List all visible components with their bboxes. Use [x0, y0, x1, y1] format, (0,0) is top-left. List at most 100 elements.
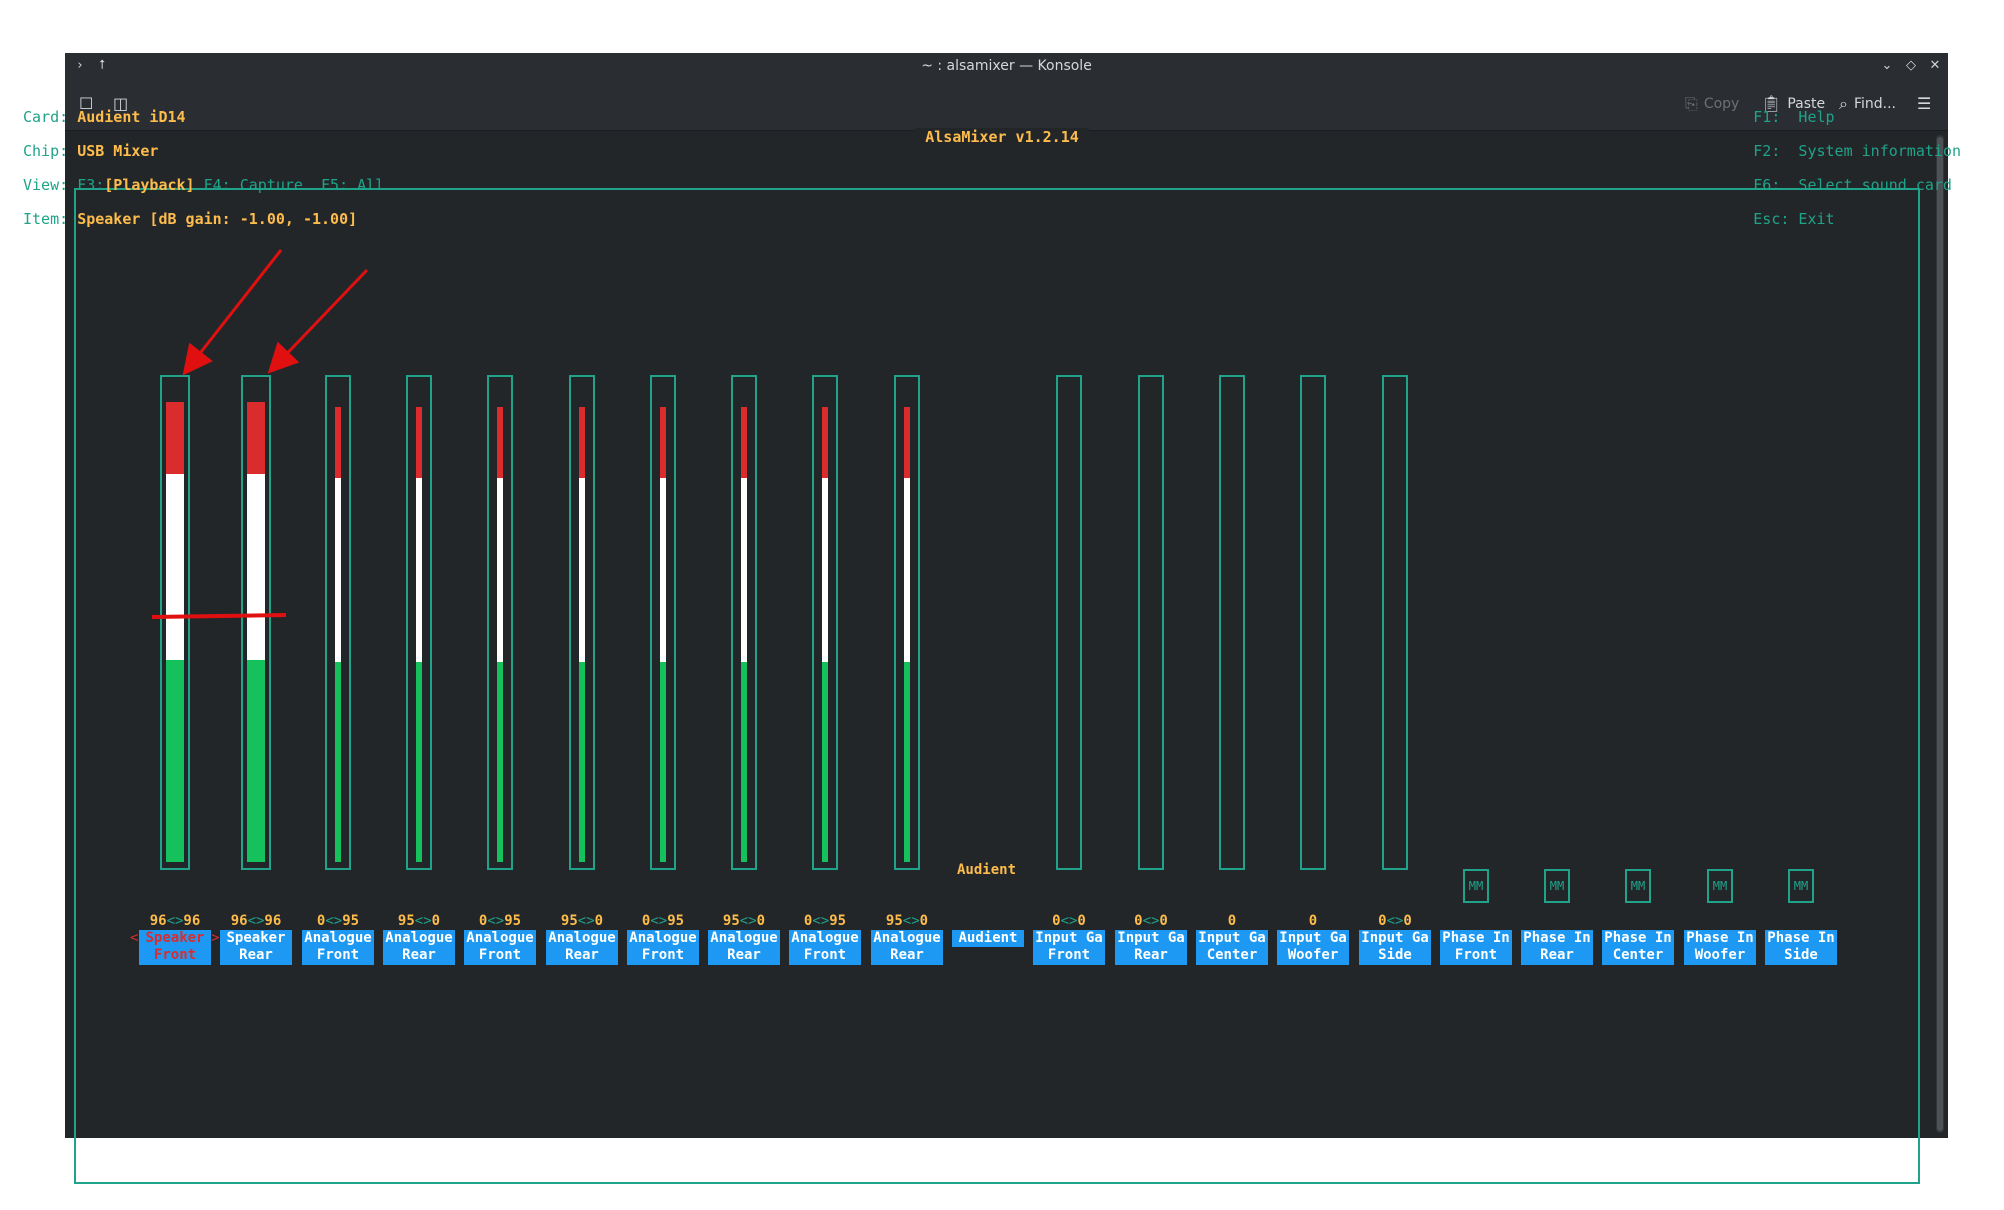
channel-label[interactable]: Phase In Center	[1602, 930, 1674, 965]
channel-value: 0<>0	[1378, 913, 1412, 929]
level-red	[247, 402, 265, 474]
new-tab-button[interactable]: ☐	[79, 94, 93, 113]
level-green	[741, 662, 747, 862]
volume-gauge[interactable]	[487, 375, 513, 870]
level-white	[660, 478, 666, 662]
volume-fill	[335, 407, 341, 862]
volume-fill	[416, 407, 422, 862]
volume-gauge[interactable]	[650, 375, 676, 870]
mute-switch[interactable]: MM	[1463, 869, 1489, 903]
channel-label[interactable]: Speaker Front	[139, 930, 211, 965]
view-playback: [Playback]	[104, 176, 195, 194]
level-red	[579, 407, 585, 478]
channel-value: 0	[1227, 913, 1237, 929]
level-red	[166, 402, 184, 474]
channel-label[interactable]: Analogue Front	[464, 930, 536, 965]
channel-label[interactable]: Input Ga Front	[1033, 930, 1105, 965]
volume-gauge[interactable]	[731, 375, 757, 870]
channel-label[interactable]: Analogue Front	[302, 930, 374, 965]
audient-control-name: Audient	[957, 862, 1017, 878]
paste-label: Paste	[1787, 95, 1826, 112]
scrollbar-thumb[interactable]	[1937, 137, 1943, 1131]
pin-icon[interactable]: ⭡	[98, 58, 106, 73]
level-red	[660, 407, 666, 478]
channel-label[interactable]: Input Ga Rear	[1115, 930, 1187, 965]
channel-label[interactable]: Phase In Rear	[1521, 930, 1593, 965]
level-red	[741, 407, 747, 478]
level-white	[904, 478, 910, 662]
mute-switch[interactable]: MM	[1707, 869, 1733, 903]
minimize-icon[interactable]: ⌄	[1881, 58, 1893, 73]
copy-button[interactable]: ⎘ Copy	[1685, 94, 1739, 114]
red-arrow-1	[182, 249, 283, 376]
channel-label[interactable]: Input Ga Woofer	[1277, 930, 1349, 965]
volume-gauge[interactable]	[812, 375, 838, 870]
channel-value: 0<>0	[1052, 913, 1086, 929]
mute-switch[interactable]: MM	[1625, 869, 1651, 903]
hamburger-menu-icon: ☰	[1917, 94, 1932, 113]
mute-switch[interactable]: MM	[1788, 869, 1814, 903]
channel-label[interactable]: Phase In Front	[1440, 930, 1512, 965]
level-green	[904, 662, 910, 862]
level-green	[247, 660, 265, 862]
selection-marker-left: <	[130, 930, 139, 946]
volume-gauge[interactable]	[1056, 375, 1082, 870]
volume-gauge[interactable]	[1219, 375, 1245, 870]
channel-label[interactable]: Analogue Rear	[546, 930, 618, 965]
volume-fill	[904, 407, 910, 862]
level-green	[579, 662, 585, 862]
alsamixer-frame	[74, 188, 1920, 1184]
help-f1: F1: Help	[1753, 108, 1835, 126]
red-arrow-2	[267, 268, 369, 374]
close-icon[interactable]: ✕	[1929, 58, 1941, 73]
card-value: Audient iD14	[77, 108, 186, 126]
channel-label[interactable]: Input Ga Center	[1196, 930, 1268, 965]
help-f6: F6: Select sound card	[1753, 176, 1952, 194]
channel-label[interactable]: Audient	[952, 930, 1024, 947]
level-white	[497, 478, 503, 662]
volume-gauge[interactable]	[569, 375, 595, 870]
volume-gauge[interactable]	[241, 375, 271, 870]
channel-label[interactable]: Speaker Rear	[220, 930, 292, 965]
volume-fill	[579, 407, 585, 862]
mute-switch[interactable]: MM	[1544, 869, 1570, 903]
maximize-icon[interactable]: ◇	[1906, 58, 1916, 73]
paste-button[interactable]: 📋︎ Paste	[1761, 94, 1825, 113]
scrollbar[interactable]	[1936, 135, 1944, 1133]
volume-gauge[interactable]	[160, 375, 190, 870]
channel-value: 95<>0	[560, 913, 604, 929]
channel-label[interactable]: Analogue Front	[789, 930, 861, 965]
volume-gauge[interactable]	[894, 375, 920, 870]
level-white	[822, 478, 828, 662]
channel-label[interactable]: Analogue Front	[627, 930, 699, 965]
split-view-button[interactable]: ◫	[113, 94, 128, 113]
channel-value: 96<>96	[149, 913, 201, 929]
item-value: Speaker [dB gain: -1.00, -1.00]	[77, 210, 358, 228]
menu-button[interactable]: ☰	[1917, 94, 1931, 113]
terminal-area[interactable]	[65, 131, 1933, 1184]
volume-gauge[interactable]	[1300, 375, 1326, 870]
level-green	[416, 662, 422, 862]
volume-gauge[interactable]	[406, 375, 432, 870]
mixer-info: Card: Audient iD14 Chip: USB Mixer View:…	[23, 108, 385, 228]
level-white	[166, 474, 184, 660]
new-tab-icon: ☐	[79, 94, 94, 113]
channel-value: 0	[1308, 913, 1318, 929]
channel-label[interactable]: Analogue Rear	[871, 930, 943, 965]
find-button[interactable]: ⌕ Find...	[1839, 94, 1896, 114]
volume-gauge[interactable]	[1382, 375, 1408, 870]
channel-label[interactable]: Input Ga Side	[1359, 930, 1431, 965]
copy-label: Copy	[1703, 96, 1740, 112]
channel-value: 0<>95	[478, 913, 522, 929]
channel-label[interactable]: Analogue Rear	[383, 930, 455, 965]
channel-label[interactable]: Analogue Rear	[708, 930, 780, 965]
terminal-icon[interactable]: ›	[77, 58, 83, 73]
volume-fill	[497, 407, 503, 862]
copy-icon: ⎘	[1685, 94, 1698, 113]
volume-gauge[interactable]	[325, 375, 351, 870]
channel-label[interactable]: Phase In Side	[1765, 930, 1837, 965]
volume-gauge[interactable]	[1138, 375, 1164, 870]
find-label: Find...	[1853, 96, 1897, 112]
title-bar[interactable]: › ⭡ ~ : alsamixer — Konsole ⌄ ◇ ✕	[65, 53, 1948, 80]
channel-label[interactable]: Phase In Woofer	[1684, 930, 1756, 965]
